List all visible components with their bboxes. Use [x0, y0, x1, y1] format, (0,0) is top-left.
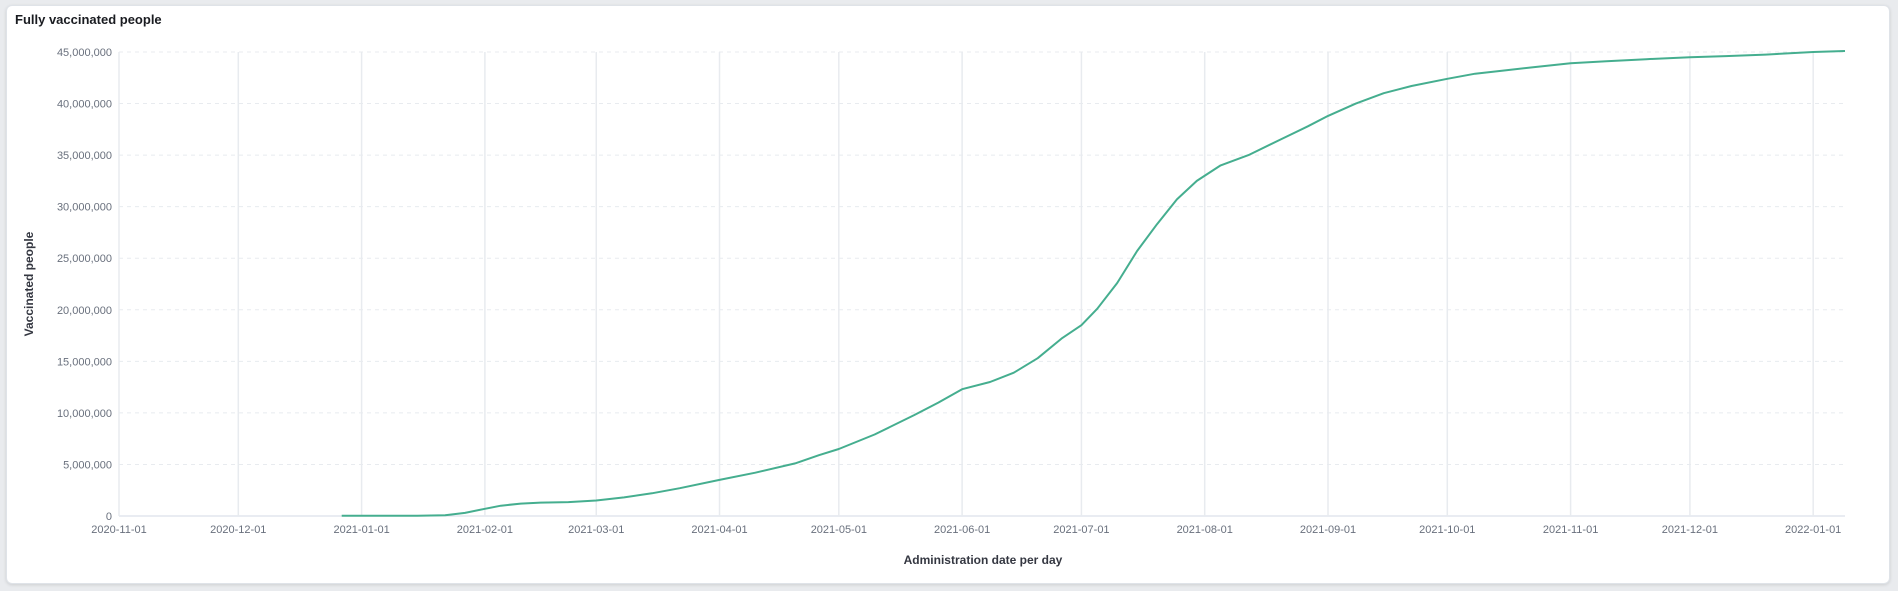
- y-tick-label: 40,000,000: [57, 99, 112, 111]
- x-tick-label: 2021-04-01: [691, 524, 747, 536]
- x-tick-label: 2021-06-01: [934, 524, 990, 536]
- x-tick-label: 2021-07-01: [1053, 524, 1109, 536]
- chart-panel: Fully vaccinated people: [6, 5, 1890, 584]
- chart-title: Fully vaccinated people: [15, 12, 162, 27]
- y-tick-label: 5,000,000: [63, 459, 112, 471]
- y-tick-label: 45,000,000: [57, 47, 112, 59]
- x-axis-ticks: 2020-11-01 2020-12-01 2021-01-01 2021-02-01…: [91, 524, 1841, 536]
- x-tick-label: 2021-02-01: [457, 524, 513, 536]
- y-axis-title: Vaccinated people: [22, 231, 36, 336]
- grid-lines: [118, 51, 1845, 517]
- y-tick-label: 35,000,000: [57, 150, 112, 162]
- x-tick-label: 2021-05-01: [811, 524, 867, 536]
- x-tick-label: 2022-01-01: [1785, 524, 1841, 536]
- y-tick-label: 25,000,000: [57, 253, 112, 265]
- x-tick-label: 2021-08-01: [1177, 524, 1233, 536]
- y-tick-label: 10,000,000: [57, 408, 112, 420]
- y-tick-label: 30,000,000: [57, 202, 112, 214]
- y-tick-label: 20,000,000: [57, 305, 112, 317]
- x-tick-label: 2021-12-01: [1662, 524, 1718, 536]
- y-axis-ticks: 0 5,000,000 10,000,000 15,000,000 20,000,000…: [57, 47, 112, 523]
- x-tick-label: 2021-11-01: [1543, 524, 1598, 536]
- x-tick-label: 2021-01-01: [333, 524, 389, 536]
- series-line: [341, 50, 1846, 517]
- y-tick-label: 15,000,000: [57, 356, 112, 368]
- x-tick-label: 2021-09-01: [1300, 524, 1356, 536]
- y-tick-label: 0: [106, 511, 112, 523]
- x-tick-label: 2021-03-01: [568, 524, 624, 536]
- x-tick-label: 2020-12-01: [210, 524, 266, 536]
- x-tick-label: 2020-11-01: [91, 524, 146, 536]
- x-tick-label: 2021-10-01: [1419, 524, 1475, 536]
- x-axis-title: Administration date per day: [904, 553, 1063, 567]
